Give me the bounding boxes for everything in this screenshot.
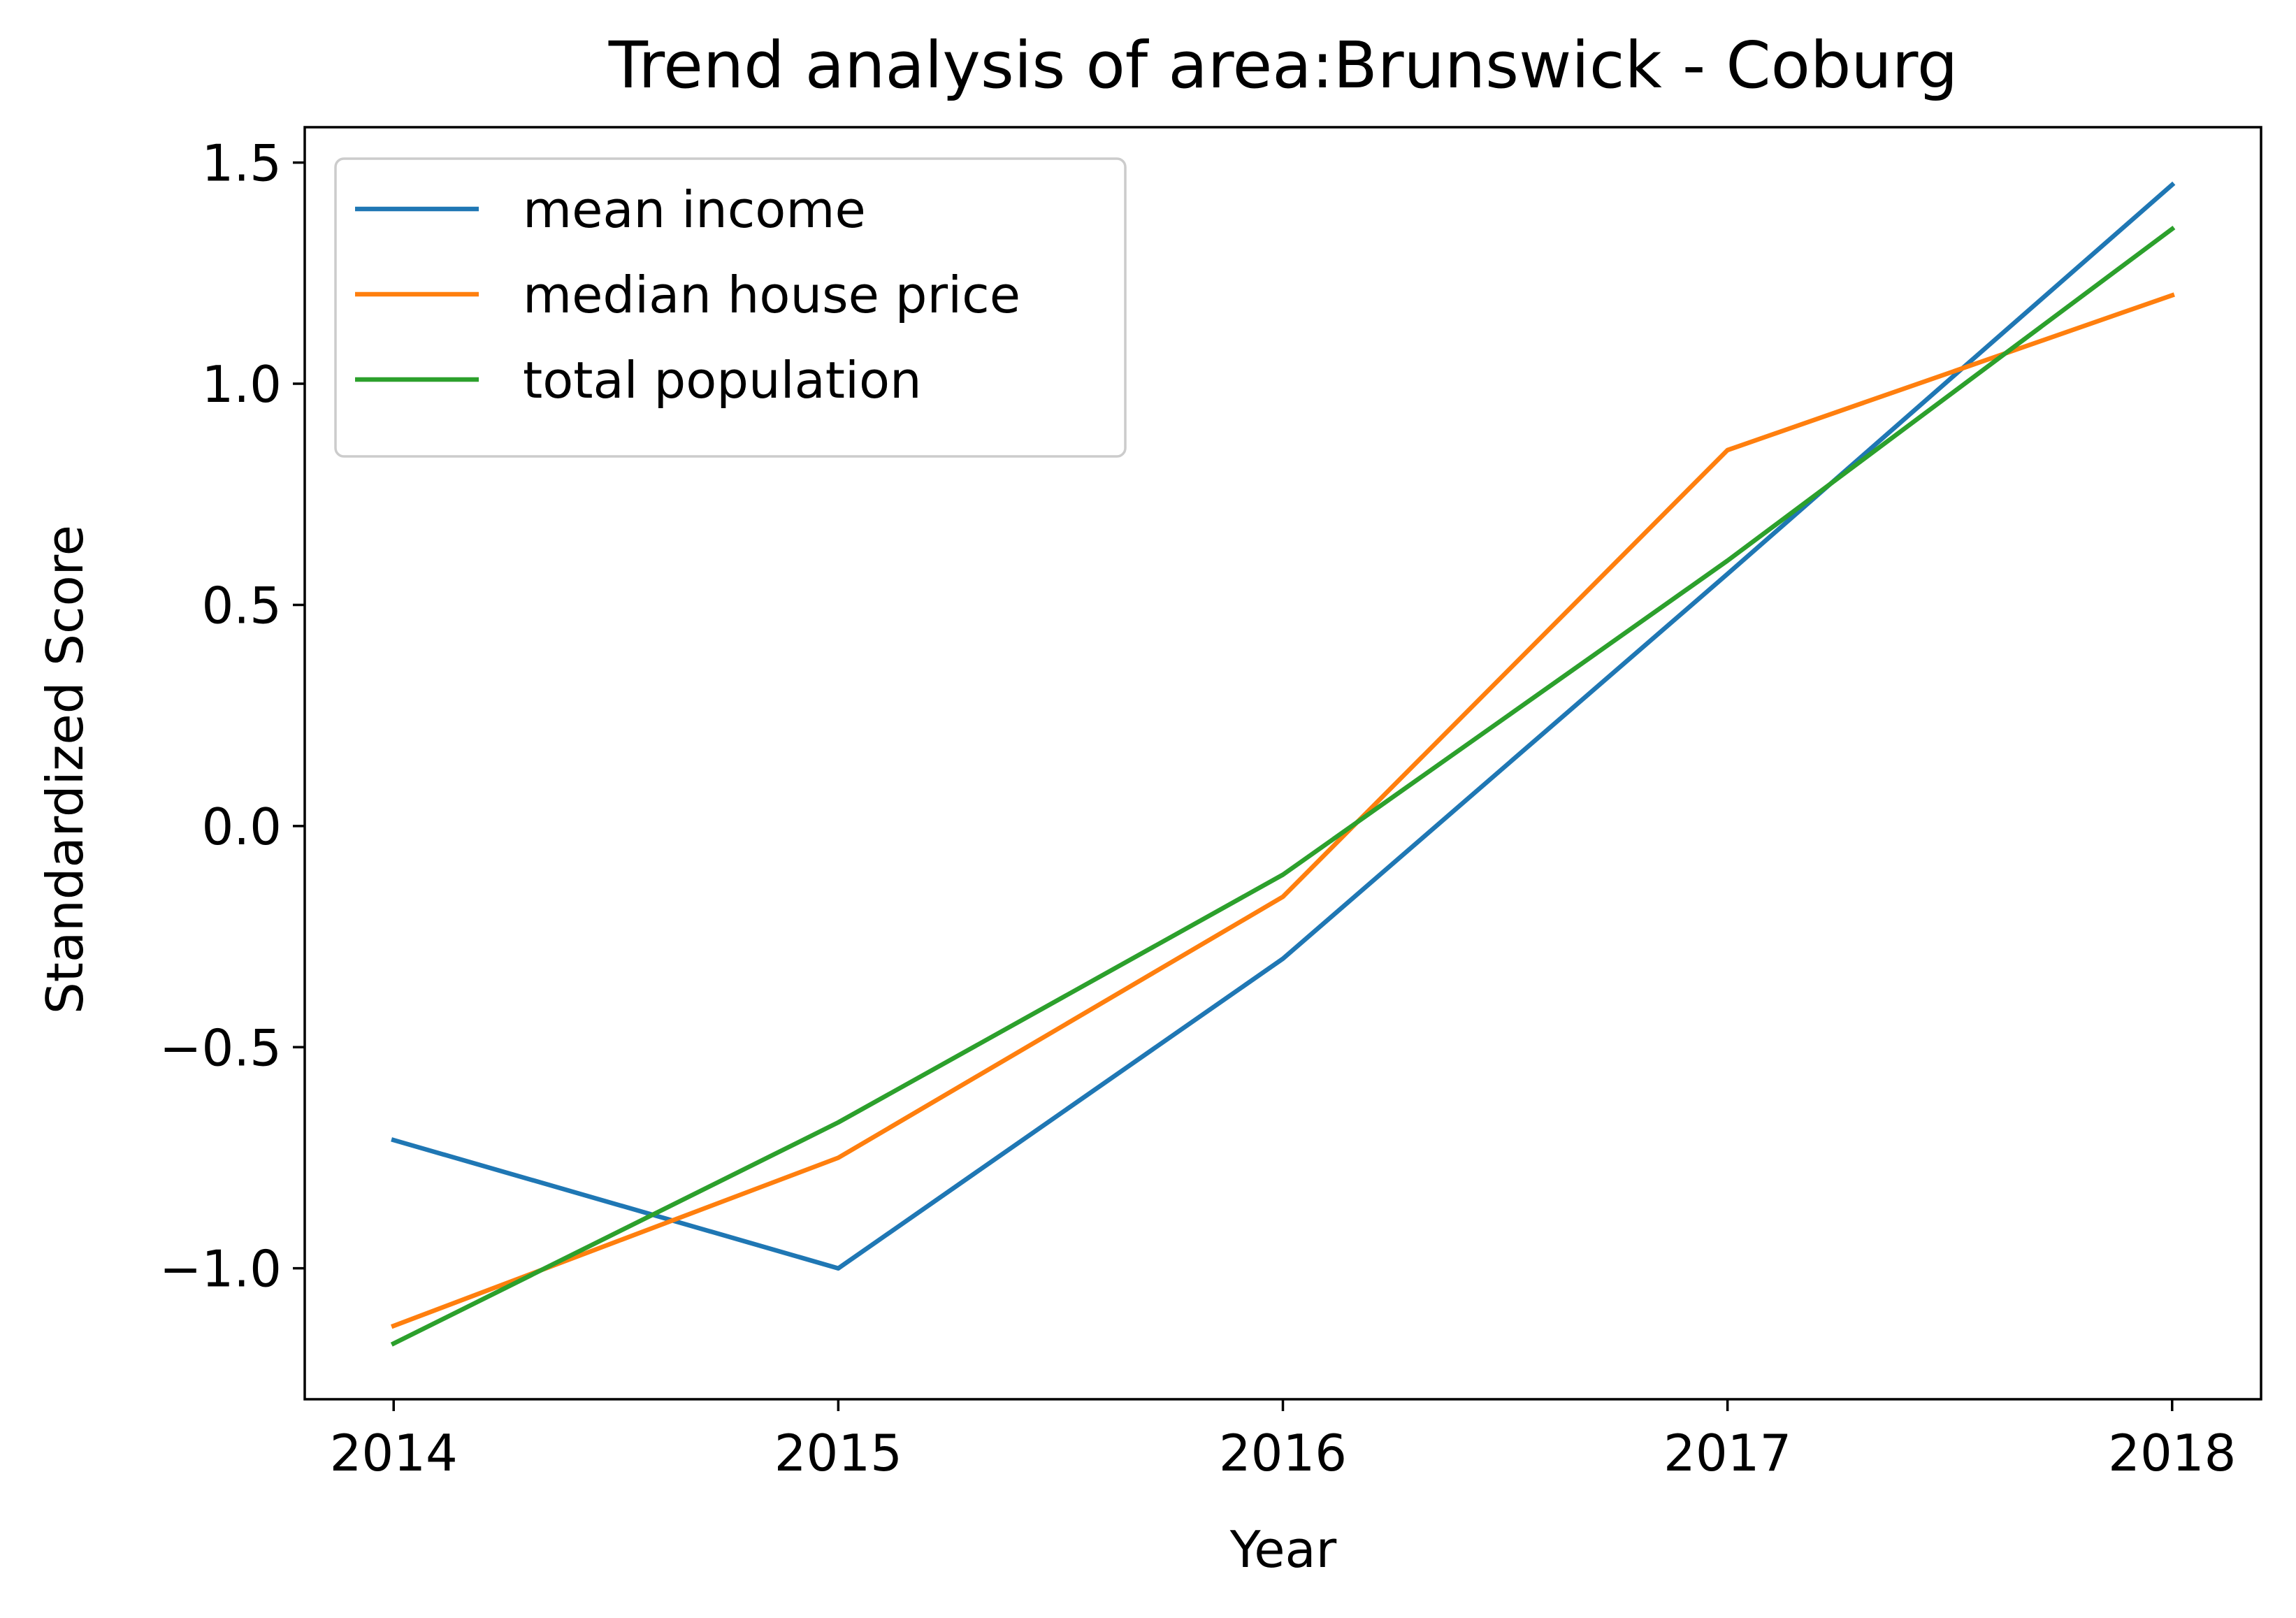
x-tick-label: 2016	[1219, 1424, 1347, 1482]
x-tick-label: 2017	[1663, 1424, 1791, 1482]
series-line-mean-income	[391, 181, 2176, 1271]
y-tick-label: −0.5	[159, 1018, 282, 1077]
x-axis: 2014 2015 2016 2017 2018	[330, 1399, 2236, 1482]
y-tick-label: 1.5	[201, 134, 282, 193]
chart-title: Trend analysis of area:Brunswick - Cobur…	[608, 28, 1958, 103]
x-tick-label: 2018	[2108, 1424, 2236, 1482]
y-tick-label: 0.0	[201, 797, 282, 856]
y-axis-label: Standardized Score	[36, 525, 94, 1014]
series-line-median-house-price	[391, 292, 2175, 1329]
y-tick-label: 0.5	[201, 576, 282, 635]
x-tick-label: 2014	[330, 1424, 458, 1482]
y-axis: −1.0 −0.5 0.0 0.5 1.0 1.5	[159, 134, 305, 1299]
legend: mean income median house price total popul…	[334, 157, 1127, 458]
legend-label: median house price	[523, 266, 1020, 324]
series-lines	[390, 181, 2176, 1347]
legend-label: mean income	[523, 180, 866, 239]
series-line-total-population	[390, 225, 2176, 1347]
y-tick-label: −1.0	[159, 1240, 282, 1299]
legend-label: total population	[523, 351, 922, 410]
x-tick-label: 2015	[774, 1424, 902, 1482]
x-axis-label: Year	[1229, 1520, 1337, 1579]
y-tick-label: 1.0	[201, 355, 282, 414]
legend-frame	[334, 157, 1127, 458]
